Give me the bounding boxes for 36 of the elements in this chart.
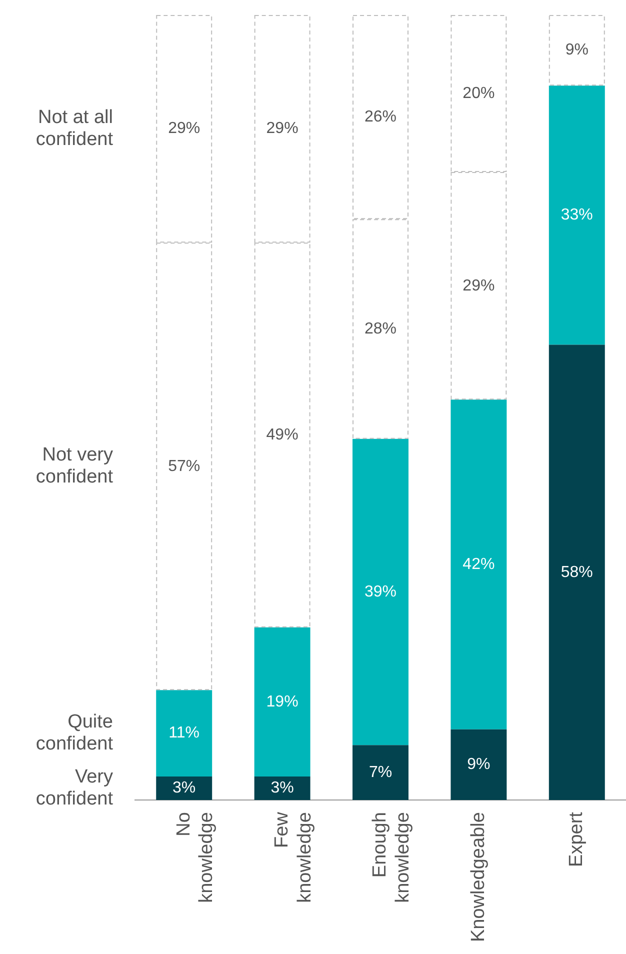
data-label: 26%: [364, 108, 397, 126]
data-label: 11%: [168, 724, 200, 742]
bar: [548, 86, 605, 345]
text: Very confident: [36, 766, 114, 810]
text: Not very confident: [36, 444, 114, 488]
bar: [254, 776, 310, 800]
data-label: 19%: [266, 693, 298, 710]
bar: [156, 690, 212, 777]
data-label: 3%: [172, 780, 196, 797]
data-label: 29%: [168, 120, 200, 138]
data-label: 3%: [270, 780, 294, 797]
bar: [352, 438, 408, 746]
data-label: 20%: [462, 84, 495, 102]
x-tick-label: No knowledge: [173, 812, 218, 903]
data-label: 29%: [266, 120, 298, 138]
bar: [352, 745, 408, 800]
data-label: 9%: [467, 756, 490, 774]
data-label: 7%: [368, 764, 392, 781]
bar: [254, 627, 310, 777]
data-label: 49%: [266, 426, 298, 444]
bar: [450, 400, 507, 730]
x-tick-label: Knowledgeable: [468, 812, 489, 942]
data-label: 9%: [565, 42, 588, 59]
data-label: 39%: [364, 583, 397, 600]
data-label: 57%: [168, 458, 200, 475]
data-label: 29%: [462, 277, 495, 294]
data-label: 28%: [364, 320, 397, 338]
text: Not at all confident: [36, 107, 114, 150]
data-label: 58%: [560, 564, 593, 581]
text: Quite confident: [36, 712, 114, 755]
data-label: 33%: [560, 206, 593, 224]
bar: [450, 729, 507, 800]
bar: [548, 344, 605, 800]
x-tick-label: Expert: [566, 811, 588, 867]
bar: [156, 776, 212, 800]
data-label: 42%: [462, 556, 495, 573]
